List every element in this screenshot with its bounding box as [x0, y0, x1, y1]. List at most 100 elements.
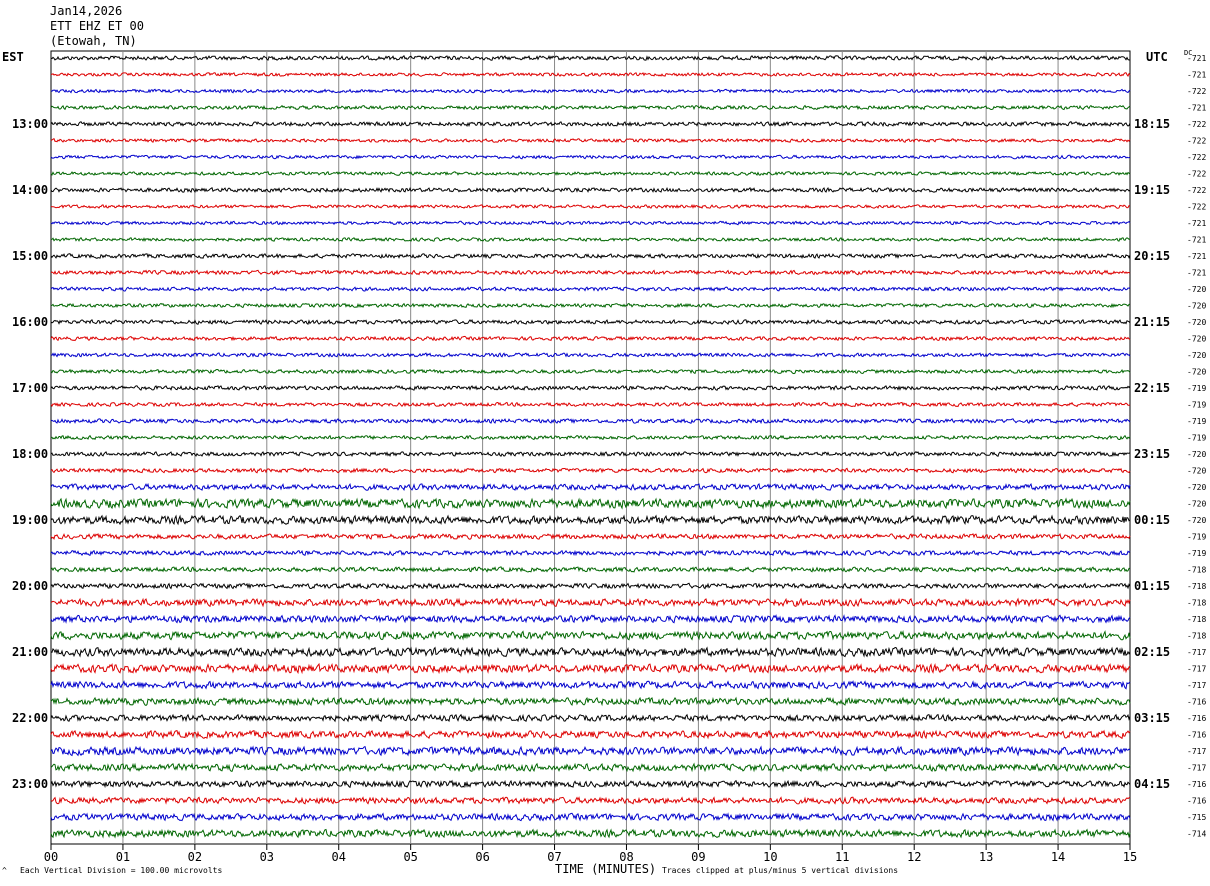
- right-hour-label: 01:15: [1134, 579, 1170, 593]
- right-hour-label: 23:15: [1134, 447, 1170, 461]
- dc-offset-label: -721: [1187, 252, 1206, 261]
- dc-offset-label: -721: [1187, 104, 1206, 113]
- dc-offset-label: -719: [1187, 384, 1206, 393]
- trace-row: [50, 762, 1131, 773]
- dc-offset-label: -720: [1187, 450, 1206, 459]
- x-tick-label: 12: [907, 850, 921, 864]
- dc-offset-label: -714: [1187, 830, 1206, 839]
- dc-offset-label: -718: [1187, 632, 1206, 641]
- header-location: (Etowah, TN): [50, 34, 137, 48]
- dc-offset-label: -716: [1187, 780, 1206, 789]
- trace-row: [50, 646, 1131, 658]
- trace-row: [50, 566, 1130, 573]
- dc-offset-label: -720: [1187, 318, 1206, 327]
- left-hour-label: 17:00: [12, 381, 48, 395]
- trace-row: [50, 417, 1131, 425]
- trace-row: [50, 302, 1131, 309]
- left-hour-label: 22:00: [12, 711, 48, 725]
- trace-row: [50, 104, 1131, 111]
- trace-row: [50, 630, 1131, 641]
- trace-row: [50, 696, 1131, 707]
- trace-row: [50, 88, 1131, 94]
- trace-row: [50, 532, 1131, 540]
- dc-offset-label: -722: [1187, 87, 1206, 96]
- x-tick-label: 14: [1051, 850, 1065, 864]
- dc-offset-label: -720: [1187, 467, 1206, 476]
- x-tick-label: 04: [332, 850, 346, 864]
- x-tick-label: 10: [763, 850, 777, 864]
- right-hour-label: 03:15: [1134, 711, 1170, 725]
- trace-row: [50, 138, 1131, 143]
- trace-row: [50, 662, 1131, 675]
- dc-offset-label: -716: [1187, 797, 1206, 806]
- x-tick-label: 11: [835, 850, 849, 864]
- trace-row: [50, 385, 1131, 391]
- dc-offset-label: -719: [1187, 549, 1206, 558]
- x-tick-label: 00: [44, 850, 58, 864]
- x-tick-label: 05: [403, 850, 417, 864]
- trace-row: [50, 796, 1131, 805]
- trace-row: [50, 335, 1131, 342]
- trace-row: [50, 597, 1131, 608]
- dc-offset-label: -720: [1187, 483, 1206, 492]
- right-hour-label: 04:15: [1134, 777, 1170, 791]
- right-hour-label: 18:15: [1134, 117, 1170, 131]
- trace-row: [50, 497, 1131, 510]
- trace-row: [50, 204, 1131, 209]
- trace-row: [50, 713, 1131, 723]
- dc-offset-label: -722: [1187, 120, 1206, 129]
- left-hour-label: 15:00: [12, 249, 48, 263]
- trace-row: [50, 319, 1131, 325]
- right-hour-label: 20:15: [1134, 249, 1170, 263]
- dc-offset-label: -719: [1187, 401, 1206, 410]
- trace-row: [50, 253, 1131, 260]
- trace-row: [50, 482, 1131, 492]
- trace-row: [50, 220, 1131, 226]
- left-hour-label: 21:00: [12, 645, 48, 659]
- x-tick-label: 13: [979, 850, 993, 864]
- dc-offset-label: -722: [1187, 170, 1206, 179]
- dc-offset-label: -715: [1187, 813, 1206, 822]
- trace-row: [50, 582, 1131, 590]
- dc-offset-label: -720: [1187, 368, 1206, 377]
- dc-offset-label: -716: [1187, 714, 1206, 723]
- clip-note: Traces clipped at plus/minus 5 vertical …: [662, 866, 899, 875]
- trace-row: [50, 451, 1131, 458]
- x-tick-label: 01: [116, 850, 130, 864]
- dc-offset-label: -720: [1187, 516, 1206, 525]
- dc-offset-label: -717: [1187, 681, 1206, 690]
- dc-offset-label: -722: [1187, 137, 1206, 146]
- trace-row: [50, 170, 1131, 176]
- scale-mark: ^: [2, 866, 7, 875]
- right-hour-label: 21:15: [1134, 315, 1170, 329]
- trace-row: [50, 514, 1131, 526]
- dc-offset-label: -720: [1187, 335, 1206, 344]
- trace-row: [50, 401, 1131, 408]
- dc-offset-label: -717: [1187, 747, 1206, 756]
- trace-row: [50, 779, 1131, 789]
- left-hour-label: 16:00: [12, 315, 48, 329]
- x-tick-label: 06: [475, 850, 489, 864]
- plot-frame: [50, 50, 1131, 845]
- left-hour-label: 18:00: [12, 447, 48, 461]
- trace-row: [50, 72, 1131, 78]
- dc-offset-label: -720: [1187, 285, 1206, 294]
- dc-offset-label: -721: [1187, 219, 1206, 228]
- header-station: ETT EHZ ET 00: [50, 19, 144, 33]
- trace-row: [50, 680, 1131, 690]
- trace-row: [50, 187, 1131, 194]
- trace-row: [50, 121, 1131, 128]
- left-hour-label: 19:00: [12, 513, 48, 527]
- dc-offset-label: -719: [1187, 434, 1206, 443]
- trace-row: [50, 286, 1131, 292]
- dc-offset-label: -722: [1187, 203, 1206, 212]
- trace-row: [50, 368, 1131, 375]
- trace-row: [50, 549, 1131, 557]
- trace-row: [50, 467, 1131, 474]
- header-date: Jan14,2026: [50, 4, 123, 18]
- trace-row: [50, 55, 1131, 61]
- dc-offset-label: -720: [1187, 351, 1206, 360]
- trace-row: [50, 614, 1131, 624]
- dc-offset-label: -716: [1187, 731, 1206, 740]
- trace-row: [50, 269, 1131, 276]
